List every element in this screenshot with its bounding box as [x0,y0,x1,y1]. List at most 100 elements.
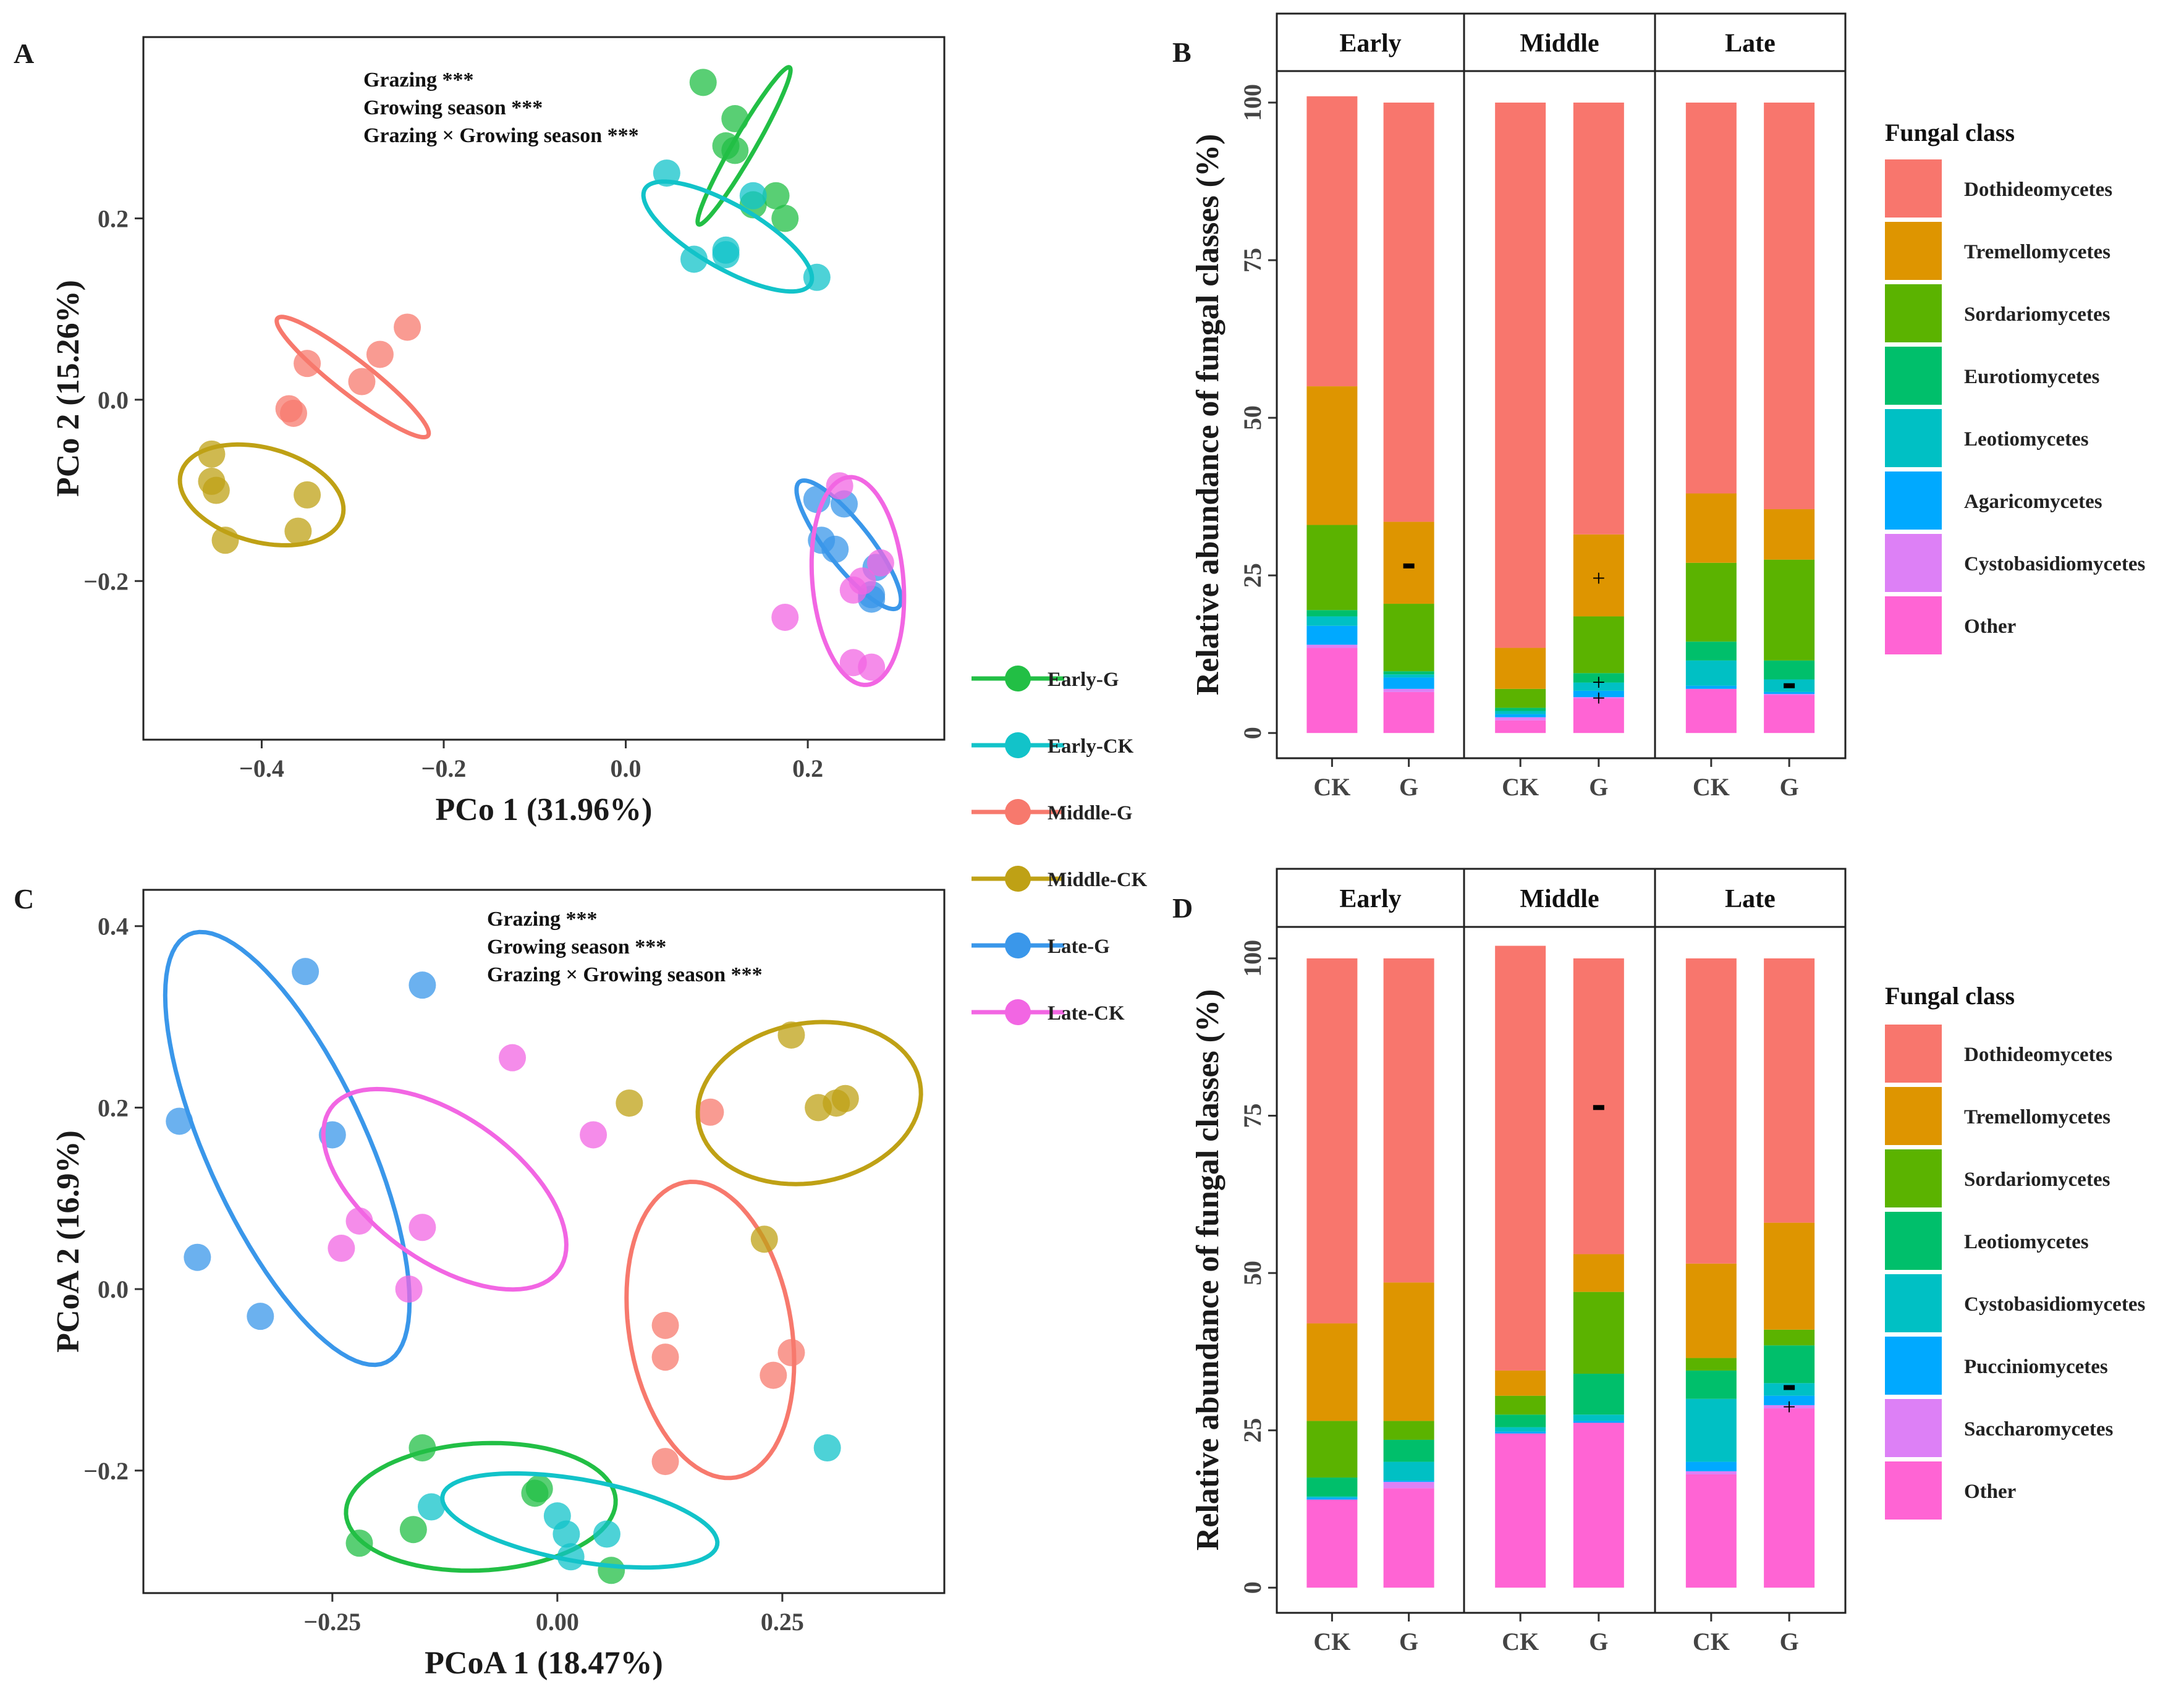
facet-frame [1463,70,1656,759]
y-tick-label: 0.4 [98,913,129,941]
x-tick-label: −0.2 [421,755,467,782]
bar-segment-agaricomycetes [1383,677,1434,689]
data-point-late-g [184,1243,211,1271]
bar-segment-other [1573,698,1624,734]
bar-segment-eurotiomycetes [1306,610,1358,617]
legend-label-eurotiomycetes: Eurotiomycetes [1964,366,2099,388]
facet-label: Early [1339,885,1401,913]
legend-marker-late-ck [1005,999,1031,1025]
bar-segment-sordariomycetes [1495,1395,1546,1415]
bar-segment-dothideomycetes [1573,103,1624,535]
bar-segment-pucciniomycetes [1383,1481,1434,1482]
x-tick-label: CK [1693,1628,1730,1655]
y-tick-label: 0.0 [98,1275,129,1303]
y-tick-label: 0 [1238,727,1266,739]
legend-label-other: Other [1964,1481,2016,1503]
data-point-early-g [762,182,790,209]
data-point-late-g [247,1303,274,1330]
x-tick-label: G [1780,773,1799,801]
bar-segment-other [1685,688,1737,734]
bar-segment-sordariomycetes [1306,1421,1358,1478]
bar-segment-tremellomycetes [1764,509,1815,560]
facet-frame [1276,926,1465,1614]
panel-letter: A [14,38,34,69]
data-point-early-ck [552,1520,580,1548]
bar-segment-sordariomycetes [1383,1421,1434,1440]
data-point-late-g [166,1107,193,1135]
bar-segment-other [1383,691,1434,734]
bar-segment-pucciniomycetes [1573,1421,1624,1423]
y-tick-label: 50 [1238,405,1266,430]
bar-segment-leotiomycetes [1306,1478,1358,1497]
bar-segment-other [1306,648,1358,734]
bar-segment-other [1495,720,1546,734]
confidence-ellipse-middle-g [624,1179,797,1481]
significance-minus-mark [1784,683,1795,688]
bar-segment-leotiomycetes [1495,711,1546,714]
legend-swatch-leotiomycetes [1885,1212,1942,1270]
bar-segment-saccharomycetes [1764,1405,1815,1409]
data-point-middle-g [777,1338,805,1366]
data-point-middle-ck [750,1225,778,1253]
facet-frame [1276,70,1465,759]
legend-swatch-other [1885,1461,1942,1520]
legend-swatch-eurotiomycetes [1885,347,1942,405]
legend-label-tremellomycetes: Tremellomycetes [1964,1106,2110,1128]
y-tick-label: 50 [1238,1261,1266,1285]
data-point-middle-ck [202,476,230,504]
legend-swatch-pucciniomycetes [1885,1337,1942,1395]
data-point-early-g [721,105,749,133]
stats-annotation: Grazing × Growing season *** [363,124,639,147]
significance-minus-mark [1784,1385,1795,1390]
significance-plus-mark: + [1592,670,1605,696]
legend-swatch-cystobasidiomycetes [1885,534,1942,592]
legend-swatch-sordariomycetes [1885,284,1942,342]
bar-segment-leotiomycetes [1685,660,1737,686]
bar-segment-sordariomycetes [1383,604,1434,672]
confidence-ellipse-early-g [695,65,793,227]
x-tick-label: 0.00 [536,1608,579,1636]
data-point-early-ck [813,1434,841,1462]
data-point-late-ck [580,1121,608,1149]
data-point-late-ck [328,1235,355,1262]
data-point-early-g [345,1529,373,1557]
bar-segment-pucciniomycetes [1764,1395,1815,1405]
bar-segment-agaricomycetes [1685,685,1737,689]
bar-segment-sordariomycetes [1306,525,1358,611]
bar-segment-leotiomycetes [1306,616,1358,626]
legend-label-dothideomycetes: Dothideomycetes [1964,1044,2112,1066]
x-tick-label: CK [1693,773,1730,801]
bar-segment-dothideomycetes [1306,958,1358,1324]
significance-plus-mark: + [1592,685,1605,711]
y-axis-title: PCo 2 (15.26%) [51,280,86,497]
y-tick-label: 25 [1238,1418,1266,1443]
data-point-middle-ck [294,481,321,509]
y-tick-label: 100 [1238,84,1266,121]
bar-segment-saccharomycetes [1383,1482,1434,1489]
bar-segment-tremellomycetes [1495,648,1546,689]
data-point-early-ck [417,1493,445,1521]
legend-swatch-leotiomycetes [1885,409,1942,467]
bar-segment-sordariomycetes [1573,1292,1624,1374]
legend-marker-middle-g [1005,799,1031,825]
confidence-ellipse-middle-ck [695,1020,923,1186]
legend-swatch-agaricomycetes [1885,471,1942,530]
data-point-late-ck [839,576,867,604]
stats-annotation: Grazing × Growing season *** [487,963,763,986]
data-point-middle-g [696,1098,724,1126]
bar-segment-tremellomycetes [1383,522,1434,604]
x-tick-label: −0.4 [239,755,284,782]
bar-segment-other [1764,695,1815,734]
bar-segment-agaricomycetes [1495,714,1546,717]
confidence-ellipse-middle-ck [177,442,346,547]
facet-strip-late [1654,12,1847,72]
y-tick-label: 75 [1238,248,1266,273]
stats-annotation: Grazing *** [487,908,597,931]
bar-segment-eurotiomycetes [1383,671,1434,675]
bar-segment-cystobasidiomycetes [1495,717,1546,721]
bar-segment-sordariomycetes [1685,562,1737,642]
data-point-late-g [292,958,320,986]
facet-label: Late [1725,885,1776,913]
data-point-early-ck [712,241,740,269]
bar-segment-eurotiomycetes [1764,660,1815,680]
